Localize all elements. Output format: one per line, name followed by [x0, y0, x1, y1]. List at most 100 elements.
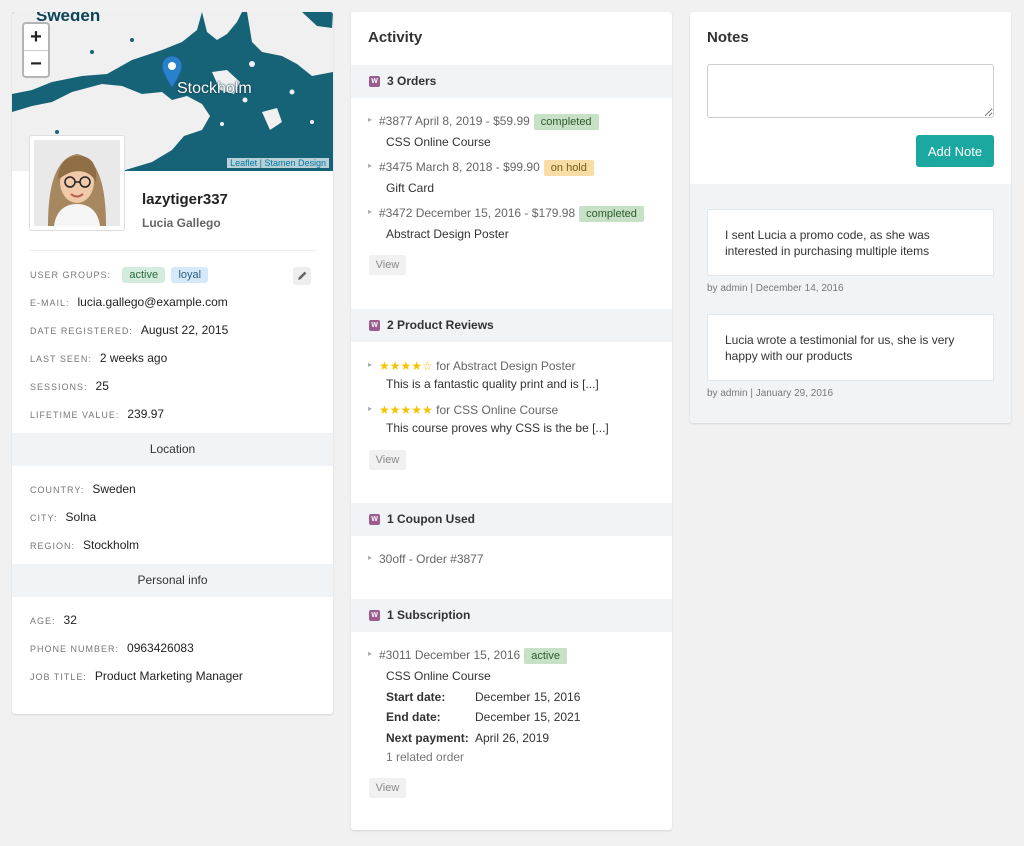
star-rating-icon: ★★★★★	[379, 403, 433, 417]
customer-full-name: Lucia Gallego	[142, 216, 221, 230]
coupon-summary: 30off - Order #3877	[379, 552, 484, 566]
notes-title: Notes	[707, 29, 749, 46]
user-groups-row: User groups: active loyal	[30, 267, 211, 283]
reviews-heading: W 2 Product Reviews	[351, 309, 672, 342]
coupons-heading-label: 1 Coupon Used	[387, 512, 476, 526]
subscription-start-row: Start date: December 15, 2016	[386, 690, 580, 704]
note-meta: by admin | December 14, 2016	[707, 283, 844, 294]
location-heading: Location	[12, 433, 333, 466]
map-city-label: Stockholm	[177, 80, 252, 97]
end-date-value: December 15, 2021	[475, 710, 581, 724]
order-line[interactable]: ▸ #3877 April 8, 2019 - $59.99 completed	[368, 114, 599, 130]
phone-row: Phone number: 0963426083	[30, 641, 194, 655]
note-textarea[interactable]	[707, 64, 994, 118]
email-label: E-mail:	[30, 298, 70, 308]
zoom-in-button[interactable]: +	[30, 26, 42, 48]
review-product: for CSS Online Course	[436, 403, 559, 417]
city-value: Solna	[65, 510, 97, 524]
order-status-badge: completed	[533, 114, 599, 130]
view-reviews-button[interactable]: View	[369, 450, 406, 470]
avatar	[29, 135, 125, 231]
note-meta: by admin | January 29, 2016	[707, 388, 834, 399]
sessions-row: Sessions: 25	[30, 379, 109, 393]
location-map[interactable]: Sweden Stockholm + − Leaflet | Stamen De…	[12, 12, 333, 171]
map-country-label: Sweden	[36, 12, 101, 25]
subscriptions-heading: W 1 Subscription	[351, 599, 672, 632]
pencil-icon	[298, 271, 307, 280]
subscription-status-badge: active	[524, 648, 567, 664]
coupons-heading: W 1 Coupon Used	[351, 503, 672, 536]
subscription-line[interactable]: ▸ #3011 December 15, 2016 active	[368, 648, 567, 664]
username: lazytiger337	[142, 191, 228, 208]
country-row: Country: Sweden	[30, 482, 136, 496]
phone-label: Phone number:	[30, 644, 120, 654]
city-label: City:	[30, 513, 58, 523]
reviews-heading-label: 2 Product Reviews	[387, 318, 494, 332]
view-subscriptions-button[interactable]: View	[369, 778, 406, 798]
woocommerce-icon: W	[369, 514, 380, 525]
review-product: for Abstract Design Poster	[436, 359, 576, 373]
activity-title: Activity	[368, 29, 423, 46]
country-value: Sweden	[92, 482, 136, 496]
order-line[interactable]: ▸ #3472 December 15, 2016 - $179.98 compl…	[368, 206, 644, 222]
personal-info-heading: Personal info	[12, 564, 333, 597]
add-note-button[interactable]: Add Note	[916, 135, 994, 167]
notes-card: Notes Add Note I sent Lucia a promo code…	[690, 12, 1011, 423]
note-item: Lucia wrote a testimonial for us, she is…	[707, 314, 994, 381]
coupon-line[interactable]: ▸ 30off - Order #3877	[368, 552, 484, 566]
group-tag-active: active	[122, 267, 166, 283]
review-line[interactable]: ▸ ★★★★☆ for Abstract Design Poster	[368, 359, 576, 373]
order-summary: #3877 April 8, 2019 - $59.99	[379, 114, 530, 128]
map-attribution-link[interactable]: Leaflet | Stamen Design	[227, 158, 329, 168]
star-rating-icon: ★★★★☆	[379, 359, 433, 373]
lifetime-value-label: Lifetime value:	[30, 410, 120, 420]
zoom-out-button[interactable]: −	[24, 50, 48, 76]
order-line[interactable]: ▸ #3475 March 8, 2018 - $99.90 on hold	[368, 160, 594, 176]
related-orders-link[interactable]: 1 related order	[386, 750, 465, 764]
subscription-end-row: End date: December 15, 2021	[386, 710, 580, 724]
woocommerce-icon: W	[369, 610, 380, 621]
lifetime-value-row: Lifetime value: 239.97	[30, 407, 164, 421]
review-line[interactable]: ▸ ★★★★★ for CSS Online Course	[368, 403, 559, 417]
next-payment-label: Next payment:	[386, 731, 469, 745]
start-date-label: Start date:	[386, 690, 446, 704]
subscription-summary: #3011 December 15, 2016	[379, 648, 521, 662]
job-title-label: Job title:	[30, 672, 87, 682]
avatar-photo	[34, 140, 120, 226]
sessions-label: Sessions:	[30, 382, 88, 392]
edit-groups-button[interactable]	[293, 267, 311, 285]
order-status-badge: on hold	[543, 160, 594, 176]
review-excerpt: This course proves why CSS is the be [..…	[386, 421, 609, 435]
woocommerce-icon: W	[369, 76, 380, 87]
note-item: I sent Lucia a promo code, as she was in…	[707, 209, 994, 276]
region-value: Stockholm	[83, 538, 140, 552]
lifetime-value: 239.97	[127, 407, 165, 421]
customer-profile-card: Sweden Stockholm + − Leaflet | Stamen De…	[12, 12, 333, 714]
email-value: lucia.gallego@example.com	[77, 295, 228, 309]
group-tag-loyal: loyal	[171, 267, 209, 283]
order-product: Abstract Design Poster	[386, 227, 509, 241]
city-row: City: Solna	[30, 510, 96, 524]
caret-right-icon: ▸	[368, 207, 373, 216]
age-label: Age:	[30, 616, 56, 626]
date-registered-row: Date registered: August 22, 2015	[30, 323, 228, 337]
view-orders-button[interactable]: View	[369, 255, 406, 275]
orders-heading-label: 3 Orders	[387, 74, 437, 88]
country-label: Country:	[30, 485, 85, 495]
date-registered-value: August 22, 2015	[140, 323, 229, 337]
divider	[29, 250, 316, 251]
caret-right-icon: ▸	[368, 115, 373, 124]
age-value: 32	[63, 613, 77, 627]
notes-list: I sent Lucia a promo code, as she was in…	[690, 184, 1011, 423]
last-seen-label: Last seen:	[30, 354, 92, 364]
subscription-product: CSS Online Course	[386, 669, 491, 683]
end-date-label: End date:	[386, 710, 441, 724]
job-title-row: Job title: Product Marketing Manager	[30, 669, 243, 683]
map-zoom-control: + −	[22, 22, 50, 78]
user-groups-label: User groups:	[30, 270, 112, 280]
email-row: E-mail: lucia.gallego@example.com	[30, 295, 228, 309]
woocommerce-icon: W	[369, 320, 380, 331]
start-date-value: December 15, 2016	[475, 690, 581, 704]
subscription-next-row: Next payment: April 26, 2019	[386, 731, 549, 745]
order-product: CSS Online Course	[386, 135, 491, 149]
